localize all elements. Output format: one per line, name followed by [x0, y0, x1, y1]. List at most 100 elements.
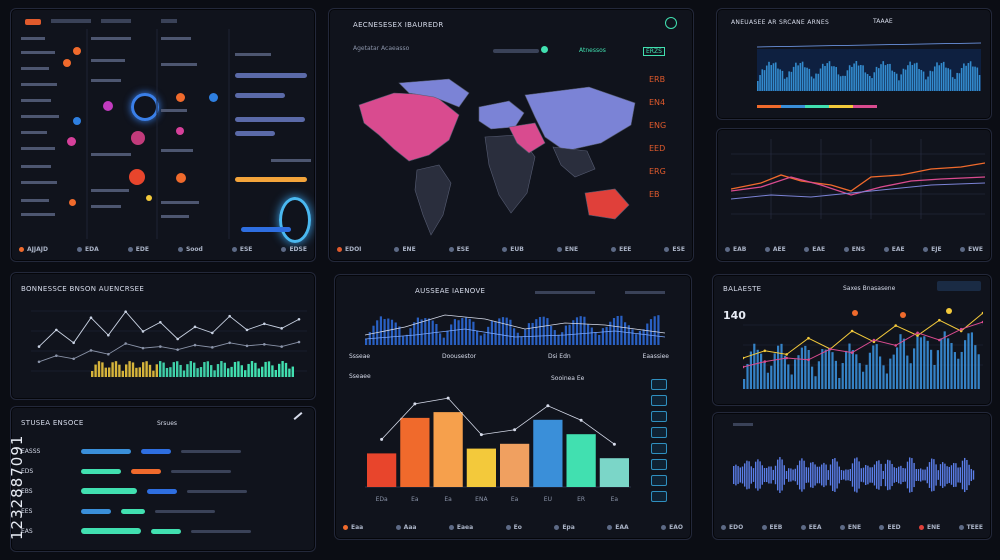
- footer-item[interactable]: Epa: [554, 524, 575, 531]
- bar: [433, 412, 463, 487]
- area-bar: [206, 361, 209, 377]
- spectrum-bar: [911, 65, 914, 91]
- legend-item: ERB: [649, 75, 666, 84]
- footer-item[interactable]: EEB: [761, 524, 782, 531]
- panel-title: Bonnessce Bnson Auencrsee: [21, 285, 145, 293]
- footer-item[interactable]: EED: [879, 524, 901, 531]
- footer-item[interactable]: EWE: [960, 246, 983, 253]
- footer-item[interactable]: ENE: [394, 246, 416, 253]
- map-badge: ERZS: [643, 47, 665, 56]
- panel-tab[interactable]: Srsues: [157, 420, 178, 427]
- list-icon[interactable]: [651, 491, 667, 502]
- footer-item[interactable]: EDOI: [337, 246, 361, 253]
- footer-item[interactable]: EEE: [611, 246, 631, 253]
- panel-map-footer: EDOI ENE ESE EUB ENE EEE ESE: [337, 243, 685, 255]
- spectrum-bar: [759, 75, 761, 91]
- footer-item[interactable]: EAE: [804, 246, 825, 253]
- wave-bar: [759, 461, 761, 489]
- panel-center-footer: Eaa Aaa Eaea Eo Epa EAA EAO: [343, 521, 683, 533]
- wave-bar: [794, 468, 796, 482]
- combo-bar: [763, 362, 766, 389]
- wave-bar: [744, 463, 746, 487]
- area-bar: [271, 365, 274, 377]
- series-point: [159, 320, 162, 324]
- row-bar-2: [147, 488, 177, 494]
- list-icon[interactable]: [651, 395, 667, 406]
- footer-item[interactable]: Eaa: [343, 524, 363, 531]
- footer-item[interactable]: TEEE: [958, 524, 983, 531]
- area-bar: [233, 361, 237, 377]
- row-bar-3: [155, 509, 215, 513]
- area-bar: [189, 361, 192, 377]
- edit-icon[interactable]: [293, 412, 303, 420]
- wave-bar: [946, 466, 948, 484]
- hbar-1: [235, 73, 307, 78]
- footer-item[interactable]: EJE: [923, 246, 942, 253]
- footer-item[interactable]: EDE: [127, 246, 149, 253]
- footer-item[interactable]: ENE: [919, 524, 940, 531]
- combo-bar: [746, 363, 749, 389]
- spectrum-bar: [772, 63, 775, 91]
- footer-item[interactable]: Eo: [505, 524, 522, 531]
- footer-item[interactable]: EDO: [721, 524, 743, 531]
- map-toggle-label: Atnessos: [579, 47, 606, 54]
- footer-item[interactable]: ESE: [231, 246, 252, 253]
- list-icon[interactable]: [651, 411, 667, 422]
- spectrum-bar: [844, 75, 846, 91]
- footer-item[interactable]: EEA: [800, 524, 822, 531]
- combo-point: [938, 318, 941, 322]
- legend-item: EB: [649, 190, 660, 199]
- table-row[interactable]: EAS: [21, 521, 305, 541]
- area-bar: [244, 370, 247, 377]
- footer-item[interactable]: EDA: [77, 246, 99, 253]
- series-point: [297, 340, 301, 344]
- refresh-icon[interactable]: [665, 17, 677, 29]
- footer-item[interactable]: EAB: [725, 246, 746, 253]
- footer-item[interactable]: Eaea: [448, 524, 473, 531]
- combo-bar: [770, 365, 773, 389]
- footer-item[interactable]: EUB: [502, 246, 524, 253]
- combo-bar: [947, 338, 950, 389]
- table-row[interactable]: EBS: [21, 481, 305, 501]
- footer-item[interactable]: EAE: [883, 246, 905, 253]
- table-row[interactable]: EASSS: [21, 441, 305, 461]
- wave-bar: [818, 466, 821, 484]
- list-icon[interactable]: [651, 475, 667, 486]
- dot-pink-2: [176, 127, 184, 135]
- footer-item[interactable]: Aaa: [395, 524, 416, 531]
- mini-bar: [402, 336, 405, 345]
- footer-item[interactable]: ESE: [664, 246, 685, 253]
- bar: [466, 448, 496, 487]
- panel-tab-box[interactable]: [937, 281, 981, 291]
- footer-item[interactable]: AJJAJD: [19, 246, 48, 253]
- mini-bar: [572, 320, 575, 345]
- list-icon[interactable]: [651, 427, 667, 438]
- footer-item[interactable]: ENS: [843, 246, 865, 253]
- footer-item[interactable]: ENE: [839, 524, 861, 531]
- table-row[interactable]: EES: [21, 501, 305, 521]
- area-bar: [193, 362, 196, 377]
- map-toggle-knob[interactable]: [541, 46, 548, 53]
- list-icon[interactable]: [651, 459, 667, 470]
- combo-bar: [977, 354, 980, 389]
- mini-bar: [461, 318, 464, 345]
- footer-item[interactable]: EAA: [607, 524, 629, 531]
- x-tick-label: EU: [544, 496, 552, 503]
- footer-item[interactable]: Sood: [177, 246, 203, 253]
- row-bar: [81, 488, 137, 494]
- spectrum-bar: [830, 66, 833, 91]
- list-icon[interactable]: [651, 443, 667, 454]
- footer-item[interactable]: ESE: [448, 246, 469, 253]
- footer-item[interactable]: EAO: [661, 524, 683, 531]
- panel-title-line: [733, 423, 753, 426]
- footer-item[interactable]: ENE: [556, 246, 578, 253]
- map-toggle-track[interactable]: [493, 49, 539, 53]
- panel-tab[interactable]: TAAAE: [873, 18, 893, 25]
- wave-bar: [825, 464, 827, 486]
- list-icon[interactable]: [651, 379, 667, 390]
- mini-bar: [479, 335, 482, 345]
- footer-item[interactable]: EDSE: [281, 246, 307, 253]
- spectrum-chart: [757, 42, 981, 91]
- table-row[interactable]: EDS: [21, 461, 305, 481]
- footer-item[interactable]: AEE: [764, 246, 786, 253]
